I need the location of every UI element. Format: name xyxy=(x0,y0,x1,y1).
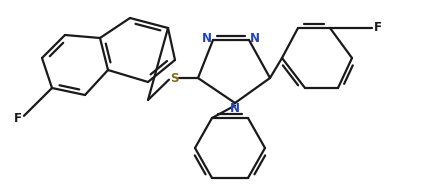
Text: S: S xyxy=(170,71,178,85)
Text: N: N xyxy=(230,102,240,115)
Text: N: N xyxy=(202,32,212,45)
Text: F: F xyxy=(14,112,22,124)
Text: N: N xyxy=(250,32,260,45)
Text: F: F xyxy=(374,21,382,35)
